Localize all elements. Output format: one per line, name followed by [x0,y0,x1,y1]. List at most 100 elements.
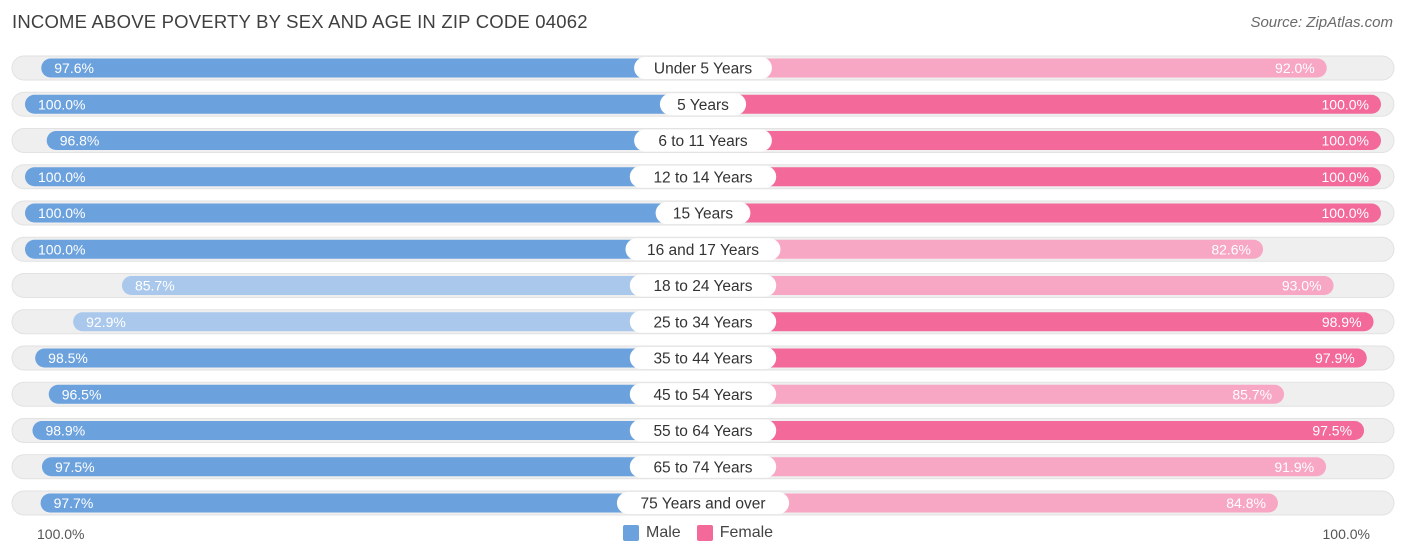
female-value-label: 100.0% [1322,169,1369,185]
male-value-label: 98.5% [48,350,88,366]
male-value-label: 100.0% [38,205,85,221]
chart-area: 97.6% 92.0% Under 5 Years 100.0% 100.0% 5 Yea… [11,55,1395,516]
chart-row: 100.0% 82.6% 16 and 17 Years [11,236,1395,262]
male-bar [48,384,704,404]
category-label: Under 5 Years [654,61,752,78]
category-pill [629,419,777,442]
category-label: 15 Years [673,206,734,223]
legend-female-swatch [696,525,713,541]
female-bar [703,421,1365,440]
male-bar [73,312,703,332]
male-value-label: 100.0% [38,169,85,185]
category-pill [655,202,751,224]
female-bar [703,384,1285,404]
category-pill [634,129,772,152]
male-bar [41,58,704,78]
chart-row: 100.0% 100.0% 12 to 14 Years [11,164,1395,190]
female-bar [703,94,1381,114]
male-bar [121,276,704,295]
female-bar [703,312,1374,332]
female-bar [703,348,1367,368]
legend-male-label: Male [646,524,681,541]
category-label: 35 to 44 Years [653,351,752,368]
female-bar [703,276,1334,295]
female-value-label: 100.0% [1322,96,1369,112]
category-label: 55 to 64 Years [653,423,752,440]
category-pill [634,57,772,79]
female-value-label: 91.9% [1274,459,1314,475]
chart-row: 100.0% 100.0% 5 Years [11,91,1395,117]
male-bar [35,348,704,368]
male-value-label: 92.9% [86,314,126,330]
female-value-label: 85.7% [1232,386,1272,402]
female-bar [703,239,1264,259]
chart-row: 85.7% 93.0% 18 to 24 Years [11,273,1395,298]
category-label: 45 to 54 Years [653,387,752,404]
chart-row: 96.5% 85.7% 45 to 54 Years [11,381,1395,407]
category-label: 5 Years [677,97,729,114]
male-value-label: 100.0% [38,96,85,112]
category-pill [616,492,790,514]
category-label: 75 Years and over [641,496,766,513]
chart-row: 98.5% 97.9% 35 to 44 Years [11,345,1395,371]
male-bar [25,239,703,259]
legend-male: Male [623,524,681,542]
male-bar [41,457,703,477]
category-pill [629,347,777,369]
female-value-label: 98.9% [1322,314,1362,330]
male-value-label: 97.7% [54,495,94,511]
female-value-label: 100.0% [1322,133,1369,149]
category-pill [629,455,777,478]
source-label: Source: ZipAtlas.com [1250,14,1393,31]
category-label: 18 to 24 Years [653,278,752,295]
male-bar [25,167,703,187]
category-pill [629,383,777,406]
chart-row: 97.5% 91.9% 65 to 74 Years [11,454,1395,480]
female-value-label: 82.6% [1211,241,1251,257]
legend-female: Female [696,524,774,542]
category-pill [629,274,777,297]
female-bar [703,131,1381,150]
category-pill [629,165,777,188]
category-label: 25 to 34 Years [653,314,752,331]
female-bar [703,58,1327,78]
legend-male-swatch [623,525,639,541]
male-bar [40,493,704,513]
category-pill [629,310,777,333]
female-value-label: 100.0% [1322,205,1369,221]
female-value-label: 97.9% [1315,350,1355,366]
male-value-label: 85.7% [135,278,175,294]
male-value-label: 96.8% [60,133,100,149]
category-label: 65 to 74 Years [653,459,752,476]
male-value-label: 97.6% [54,60,94,76]
category-pill [659,93,747,116]
male-value-label: 98.9% [45,423,85,439]
chart-row: 92.9% 98.9% 25 to 34 Years [11,309,1395,335]
female-bar [703,203,1381,223]
axis-right-label: 100.0% [1322,526,1370,542]
female-value-label: 97.5% [1312,423,1352,439]
male-bar [32,421,703,440]
chart-row: 98.9% 97.5% 55 to 64 Years [11,418,1395,443]
chart-row: 100.0% 100.0% 15 Years [11,200,1395,226]
male-value-label: 100.0% [38,241,85,257]
chart-row: 97.6% 92.0% Under 5 Years [11,55,1395,81]
axis-left-label: 100.0% [37,526,85,542]
female-bar [703,167,1381,187]
male-value-label: 97.5% [55,459,95,475]
female-value-label: 93.0% [1282,278,1322,294]
category-label: 12 to 14 Years [653,169,752,186]
female-bar [703,493,1278,513]
category-label: 16 and 17 Years [647,242,759,259]
male-value-label: 96.5% [62,386,102,402]
chart-row: 96.8% 100.0% 6 to 11 Years [11,128,1395,153]
category-label: 6 to 11 Years [658,133,748,150]
male-bar [25,94,703,114]
female-value-label: 92.0% [1275,60,1315,76]
category-pill [625,238,781,261]
legend-female-label: Female [719,524,774,541]
chart-title: INCOME ABOVE POVERTY BY SEX AND AGE IN Z… [12,11,588,32]
male-bar [25,203,703,223]
legend: Male Female [623,524,789,542]
chart-row: 97.7% 84.8% 75 Years and over [11,490,1395,516]
